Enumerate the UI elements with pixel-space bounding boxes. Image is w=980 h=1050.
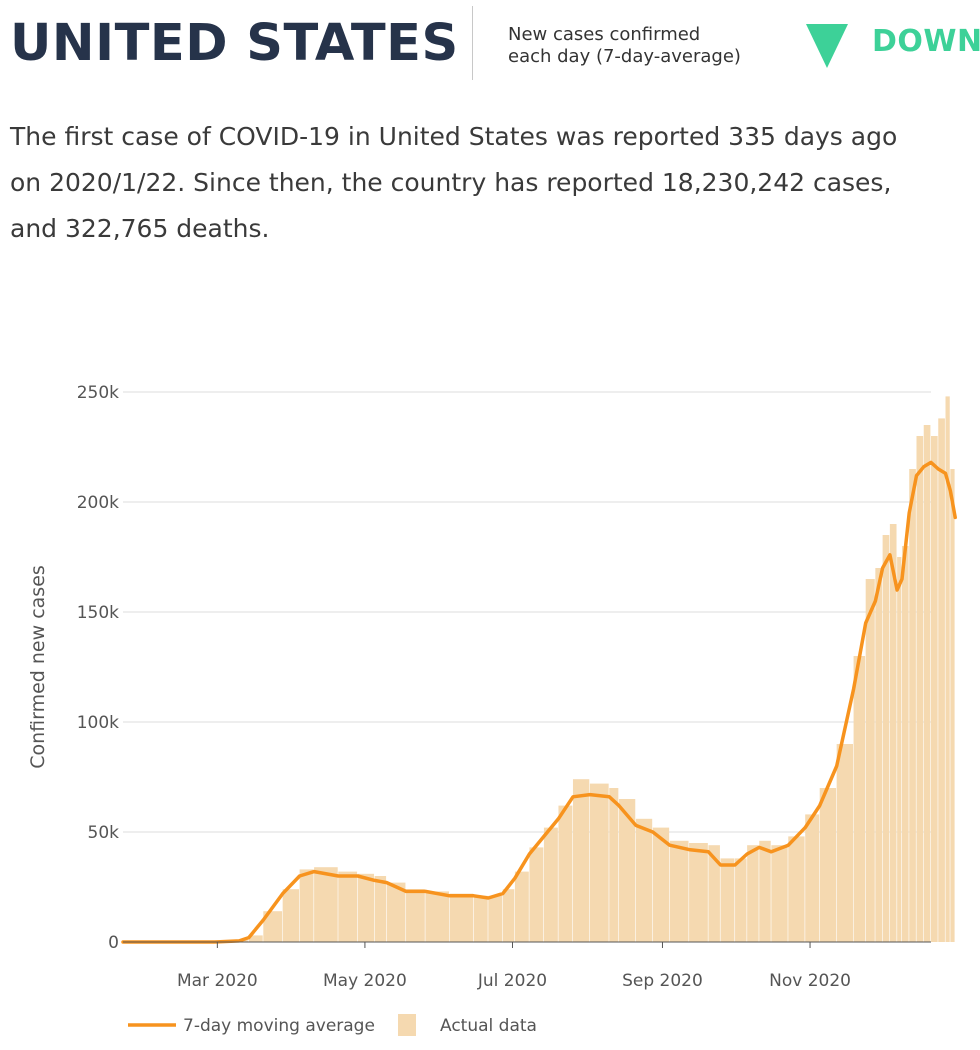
actual-data-bar bbox=[618, 799, 636, 942]
y-tick-label: 250k bbox=[77, 383, 119, 403]
x-tick-label: Mar 2020 bbox=[177, 971, 258, 991]
actual-data-bar bbox=[473, 895, 488, 942]
actual-data-bar bbox=[502, 889, 515, 942]
down-triangle-icon bbox=[806, 24, 848, 68]
actual-data-bar bbox=[374, 876, 387, 942]
actual-data-bar bbox=[788, 836, 805, 942]
actual-data-bar bbox=[938, 418, 945, 942]
moving-average-line bbox=[121, 460, 957, 944]
actual-data-bar bbox=[282, 889, 299, 942]
actual-data-bar bbox=[747, 845, 759, 942]
actual-data-bar bbox=[425, 891, 449, 942]
actual-data-bar bbox=[449, 893, 474, 942]
actual-data-bar bbox=[720, 858, 735, 942]
actual-data-bar bbox=[735, 858, 747, 942]
y-tick-label: 0 bbox=[108, 933, 119, 953]
actual-data-bar bbox=[931, 436, 938, 942]
y-tick-label: 200k bbox=[77, 493, 119, 513]
country-title: UNITED STATES bbox=[10, 14, 459, 73]
metric-description: New cases confirmed each day (7-day-aver… bbox=[508, 24, 778, 68]
trend-label: DOWN bbox=[872, 24, 980, 59]
actual-data-bar bbox=[950, 469, 955, 942]
actual-data-bar bbox=[901, 546, 909, 942]
actual-data-bar bbox=[543, 827, 558, 942]
y-tick-label: 150k bbox=[77, 603, 119, 623]
actual-data-bar bbox=[589, 783, 609, 942]
legend-average-label: 7-day moving average bbox=[183, 1016, 375, 1036]
actual-data-bar bbox=[248, 935, 263, 942]
x-tick-label: May 2020 bbox=[323, 971, 407, 991]
actual-data-bar bbox=[338, 871, 358, 942]
actual-data-bar bbox=[923, 425, 931, 942]
x-tick-label: Nov 2020 bbox=[769, 971, 851, 991]
actual-data-bar bbox=[299, 869, 314, 942]
header-divider bbox=[472, 6, 473, 80]
y-axis-label: Confirmed new cases bbox=[27, 565, 49, 769]
x-axis-ticks: Mar 2020 May 2020 Jul 2020 Sep 2020 Nov 2020 bbox=[177, 942, 851, 991]
actual-data-bar bbox=[263, 911, 283, 942]
actual-data-bar bbox=[897, 557, 902, 942]
actual-data-bar bbox=[853, 656, 866, 942]
actual-data-bars bbox=[239, 396, 955, 942]
actual-data-bar bbox=[889, 524, 897, 942]
actual-data-bar bbox=[406, 889, 425, 942]
header: UNITED STATES New cases confirmed each d… bbox=[0, 0, 980, 90]
actual-data-bar bbox=[314, 867, 338, 942]
actual-data-bar bbox=[558, 805, 573, 942]
actual-data-bar bbox=[514, 871, 529, 942]
metric-line-2: each day (7-day-average) bbox=[508, 46, 741, 67]
summary-text: The first case of COVID-19 in United Sta… bbox=[10, 114, 970, 252]
actual-data-bar bbox=[652, 827, 670, 942]
y-axis-ticks: 0 50k 100k 150k 200k 250k bbox=[77, 383, 119, 953]
chart-legend: 7-day moving average Actual data bbox=[128, 1014, 537, 1036]
actual-data-bar bbox=[865, 579, 875, 942]
chart-gridlines bbox=[123, 391, 931, 833]
actual-data-bar bbox=[635, 818, 653, 942]
actual-data-bar bbox=[916, 436, 924, 942]
actual-data-bar bbox=[882, 535, 890, 942]
actual-data-bar bbox=[488, 895, 503, 942]
actual-data-bar bbox=[357, 873, 374, 942]
actual-data-bar bbox=[759, 840, 771, 942]
actual-data-bar bbox=[386, 882, 406, 942]
actual-data-bar bbox=[669, 840, 689, 942]
x-tick-label: Jul 2020 bbox=[477, 971, 547, 991]
metric-line-1: New cases confirmed bbox=[508, 24, 701, 45]
actual-data-bar bbox=[875, 568, 883, 942]
summary-line-1: The first case of COVID-19 in United Sta… bbox=[10, 122, 898, 151]
summary-line-2: on 2020/1/22. Since then, the country ha… bbox=[10, 168, 892, 197]
actual-data-bar bbox=[909, 469, 916, 942]
actual-data-bar bbox=[819, 788, 837, 942]
y-tick-label: 50k bbox=[88, 823, 120, 843]
actual-data-bar bbox=[689, 843, 708, 942]
actual-data-bar bbox=[771, 845, 788, 942]
actual-data-bar bbox=[708, 845, 720, 942]
summary-line-3: and 322,765 deaths. bbox=[10, 214, 270, 243]
cases-chart: 0 50k 100k 150k 200k 250k Mar 2020 May 2020 Jul… bbox=[27, 383, 957, 1036]
actual-data-bar bbox=[805, 814, 820, 942]
y-tick-label: 100k bbox=[77, 713, 119, 733]
actual-data-bar bbox=[529, 847, 544, 942]
actual-data-bar bbox=[836, 744, 853, 942]
x-tick-label: Sep 2020 bbox=[622, 971, 703, 991]
actual-data-bar bbox=[945, 396, 950, 942]
legend-actual-swatch bbox=[398, 1014, 416, 1036]
legend-actual-label: Actual data bbox=[440, 1016, 537, 1036]
actual-data-bar bbox=[609, 788, 619, 942]
actual-data-bar bbox=[572, 779, 590, 942]
